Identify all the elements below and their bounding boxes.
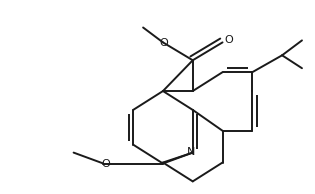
Text: O: O [224,36,233,45]
Text: O: O [160,38,168,48]
Text: O: O [101,158,110,169]
Text: N: N [186,147,195,157]
